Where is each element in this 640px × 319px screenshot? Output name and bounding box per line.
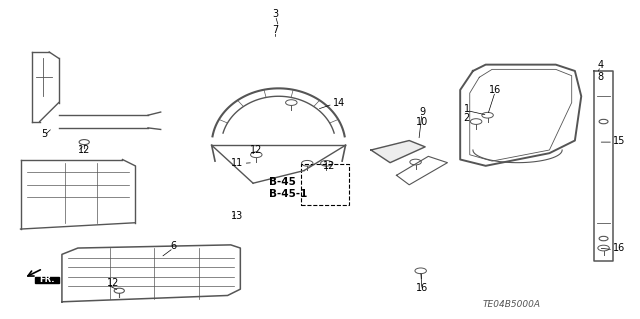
Text: 13: 13 [231,211,243,221]
Text: 2: 2 [463,113,470,123]
Text: 16: 16 [416,283,428,293]
Text: 9: 9 [419,107,425,117]
Bar [301,164,349,205]
Text: 16: 16 [613,243,625,253]
Bar [35,277,59,284]
Text: 5: 5 [41,129,47,139]
Text: 8: 8 [597,72,604,82]
Text: 7: 7 [272,25,278,35]
Text: 16: 16 [489,85,501,95]
Polygon shape [371,141,425,163]
Text: 4: 4 [597,60,604,70]
Text: 6: 6 [170,241,177,251]
Text: 3: 3 [273,9,278,19]
Text: B-45
B-45-1: B-45 B-45-1 [269,177,307,199]
Text: 12: 12 [78,145,90,155]
Text: 1: 1 [463,104,470,114]
Text: 12: 12 [250,145,262,155]
Text: 10: 10 [416,116,428,127]
Text: 11: 11 [231,158,244,168]
Text: 12: 12 [323,161,335,171]
Text: 15: 15 [613,136,625,145]
Text: FR.: FR. [39,276,54,285]
Text: 12: 12 [106,278,119,288]
Text: TE04B5000A: TE04B5000A [482,300,540,309]
Text: 14: 14 [333,98,345,108]
